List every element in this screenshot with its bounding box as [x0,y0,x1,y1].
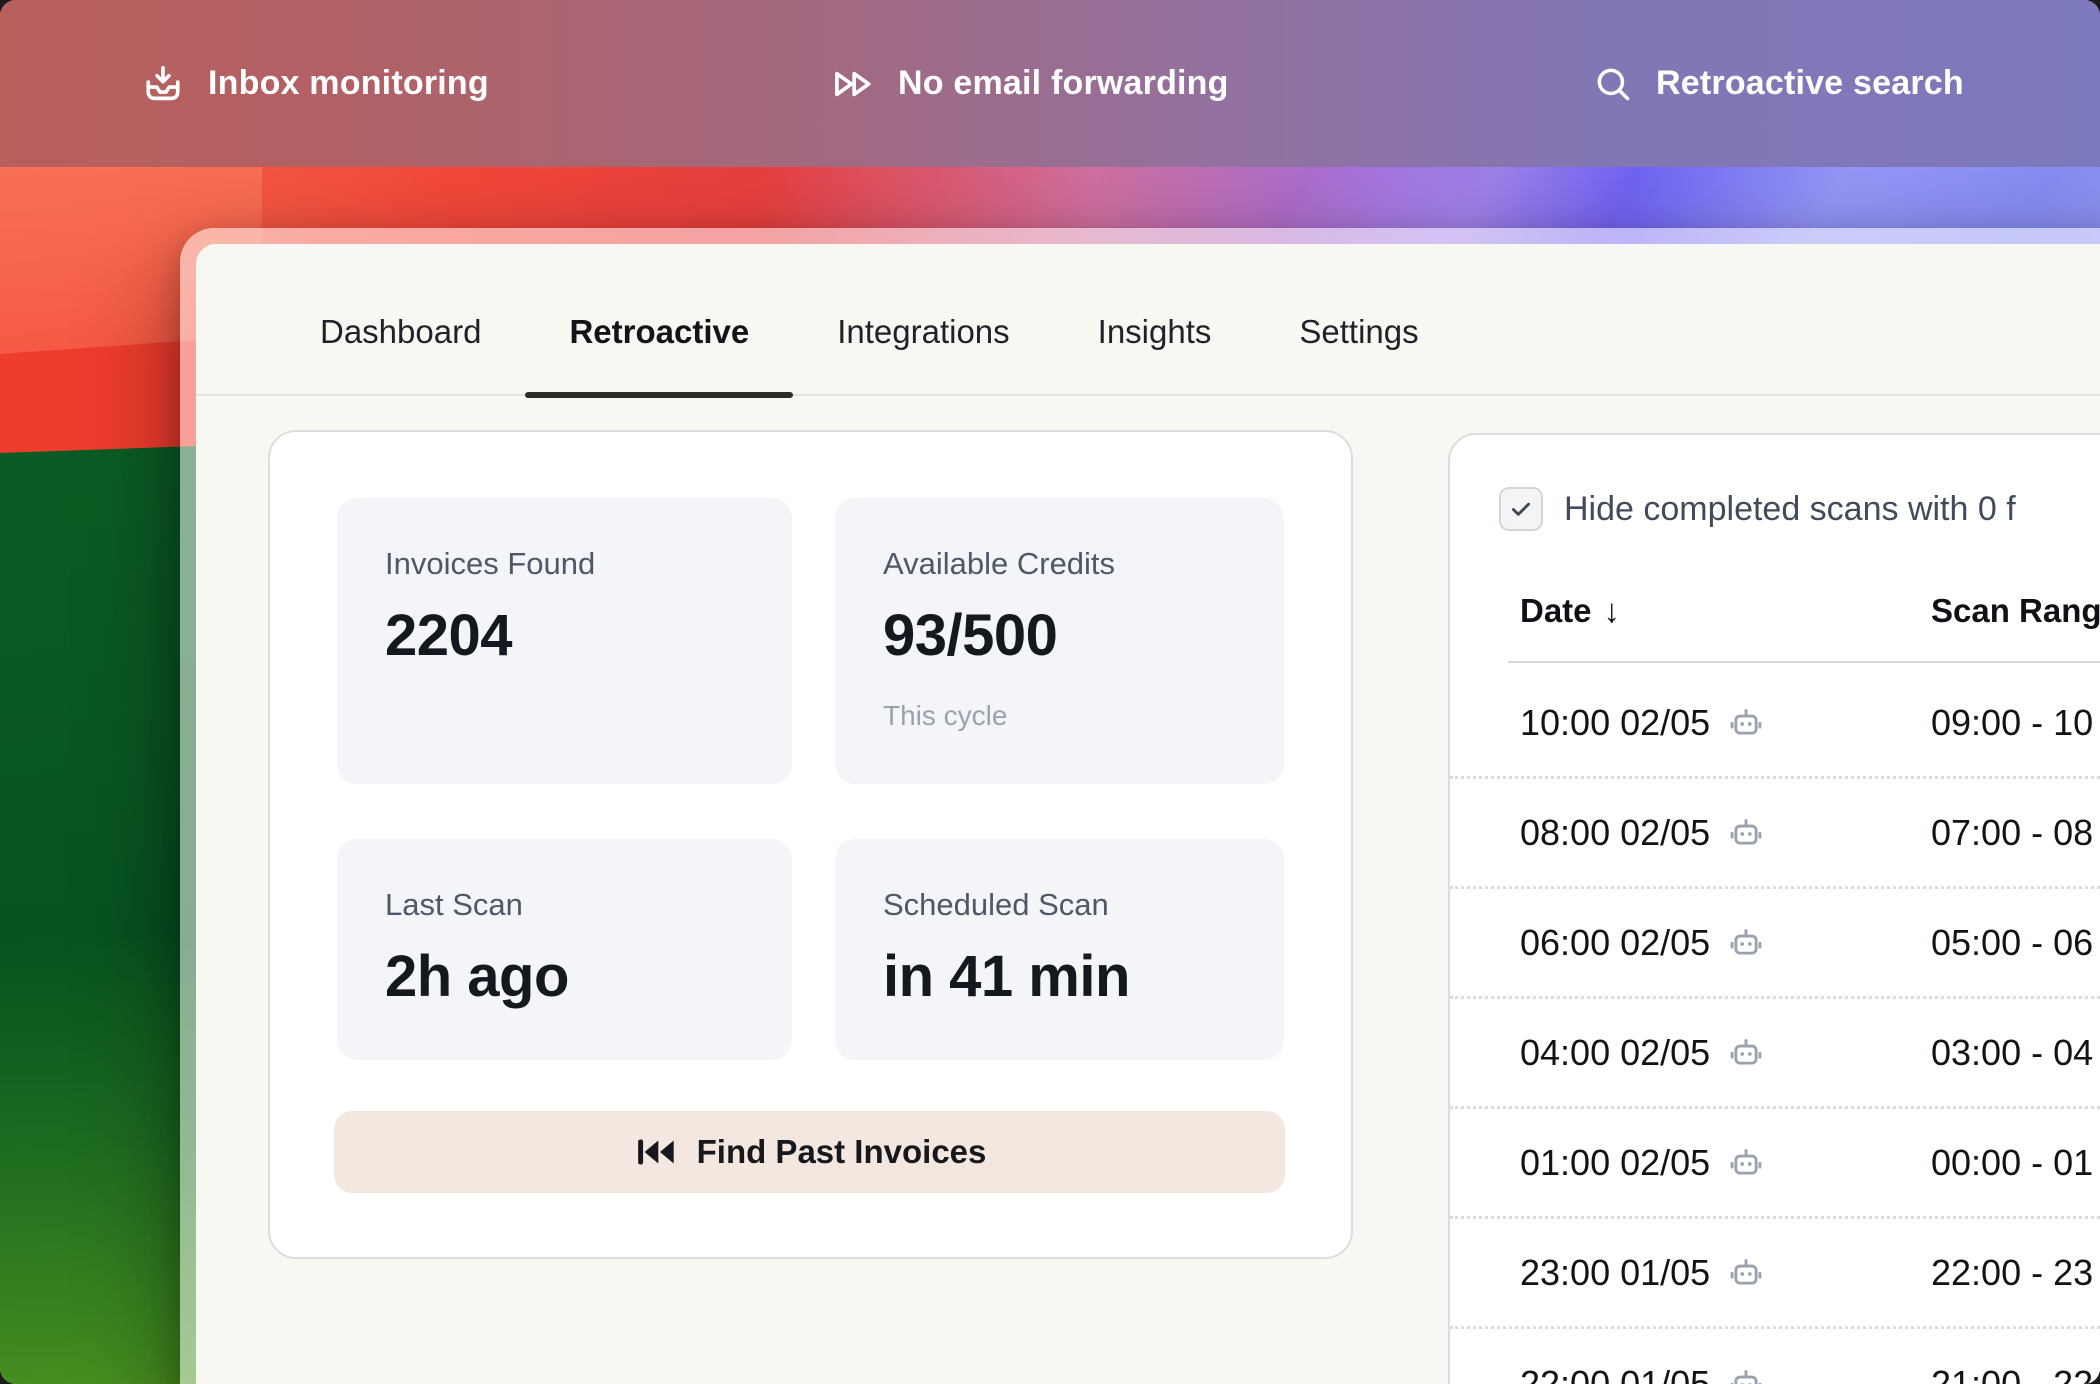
scan-date: 08:00 02/05 [1520,811,1711,853]
stat-label: Available Credits [883,546,1116,581]
banner-item-retroactive-search: Retroactive search [1592,0,1964,167]
scan-date: 23:00 01/05 [1520,1251,1711,1293]
banner-item-inbox-monitoring: Inbox monitoring [140,0,489,167]
scan-row[interactable]: 06:00 02/05 05:00 - 06 [1450,889,2100,999]
app-window: Dashboard Retroactive Integrations Insig… [180,228,2100,1384]
banner-item-no-forwarding: No email forwarding [830,0,1229,167]
stat-tile-scheduled-scan: Scheduled Scan in 41 min [835,839,1284,1060]
scan-row[interactable]: 10:00 02/05 09:00 - 10 [1450,669,2100,779]
column-header-scan-range[interactable]: Scan Range [1931,585,2100,637]
scan-range: 09:00 - 10 [1931,701,2094,743]
scan-date: 10:00 02/05 [1520,701,1711,743]
robot-icon [1730,708,1762,735]
scan-range: 21:00 - 22 [1931,1363,2094,1384]
search-icon [1597,68,1630,100]
date-header-label: Date [1520,592,1592,629]
scan-range: 22:00 - 23 [1931,1251,2094,1293]
scan-date-cell: 08:00 02/05 [1520,812,1931,854]
scan-date-cell: 10:00 02/05 [1520,702,1931,744]
robot-icon [1730,1258,1762,1285]
scan-date-cell: 23:00 01/05 [1520,1252,1931,1294]
stat-subtext: This cycle [883,700,1008,731]
robot-icon [1730,1148,1762,1175]
find-past-invoices-label: Find Past Invoices [696,1133,987,1170]
tab-settings[interactable]: Settings [1299,313,1419,350]
scan-range: 03:00 - 04 [1931,1031,2094,1073]
scans-table-header: Date ↓ Scan Range [1450,585,2100,637]
banner-label: Retroactive search [1656,64,1964,102]
stat-tile-available-credits: Available Credits 93/500 This cycle [835,498,1284,784]
scan-range: 05:00 - 06 [1931,921,2094,963]
tab-bar: Dashboard Retroactive Integrations Insig… [196,244,2100,398]
tab-retroactive[interactable]: Retroactive [525,270,793,398]
stat-value: 2h ago [385,944,569,1009]
scan-date: 01:00 02/05 [1520,1141,1711,1183]
scan-row[interactable]: 01:00 02/05 00:00 - 01 [1450,1109,2100,1219]
rewind-icon [637,1139,674,1165]
tab-dashboard[interactable]: Dashboard [320,313,482,350]
column-header-date[interactable]: Date ↓ [1520,585,1620,637]
scan-range: 00:00 - 01 [1931,1141,2094,1183]
inbox-download-icon [146,65,180,100]
header-divider [1508,661,2100,663]
stat-label: Last Scan [385,887,523,922]
robot-icon [1730,928,1762,955]
scan-row[interactable]: 04:00 02/05 03:00 - 04 [1450,999,2100,1109]
scan-row[interactable]: 23:00 01/05 22:00 - 23 [1450,1219,2100,1329]
scan-range: 07:00 - 08 [1931,811,2094,853]
hide-completed-filter: Hide completed scans with 0 f [1499,487,2016,531]
hide-completed-label: Hide completed scans with 0 f [1564,489,2016,528]
robot-icon [1730,1038,1762,1065]
find-past-invoices-button[interactable]: Find Past Invoices [334,1111,1285,1193]
fast-forward-icon [835,71,871,96]
scan-date-cell: 22:00 01/05 [1520,1363,1931,1384]
scan-date: 04:00 02/05 [1520,1031,1711,1073]
tab-integrations[interactable]: Integrations [837,313,1010,350]
stat-tile-last-scan: Last Scan 2h ago [337,839,792,1060]
window-content: Dashboard Retroactive Integrations Insig… [196,244,2100,1384]
scan-date: 22:00 01/05 [1520,1363,1711,1384]
sort-descending-icon: ↓ [1603,592,1621,629]
scan-row[interactable]: 22:00 01/05 21:00 - 22 [1450,1329,2100,1384]
scan-date-cell: 01:00 02/05 [1520,1142,1931,1184]
scan-row[interactable]: 08:00 02/05 07:00 - 08 [1450,779,2100,889]
stat-label: Invoices Found [385,546,596,581]
scan-date-cell: 06:00 02/05 [1520,922,1931,964]
banner-label: No email forwarding [898,64,1229,102]
stat-value: 2204 [385,603,513,668]
feature-banner: Inbox monitoring No email forwarding Ret… [0,0,2100,167]
checkmark-icon [1512,502,1530,516]
stat-value: in 41 min [883,944,1130,1009]
stat-label: Scheduled Scan [883,887,1109,922]
scans-table-body: 10:00 02/05 09:00 - 10 [1450,669,2100,1384]
robot-icon [1730,818,1762,845]
scans-card: Hide completed scans with 0 f Date ↓ Sca… [1448,433,2100,1384]
robot-icon [1730,1370,1762,1384]
banner-label: Inbox monitoring [208,64,489,102]
hide-completed-checkbox[interactable] [1499,487,1543,531]
scan-date-cell: 04:00 02/05 [1520,1032,1931,1074]
stat-value: 93/500 [883,603,1058,668]
scan-range-header-label: Scan Range [1931,592,2100,629]
stat-tile-invoices-found: Invoices Found 2204 [337,498,792,784]
stats-card: Invoices Found 2204 Available Credits 93… [268,430,1353,1259]
scan-date: 06:00 02/05 [1520,921,1711,963]
tab-insights[interactable]: Insights [1097,313,1212,350]
